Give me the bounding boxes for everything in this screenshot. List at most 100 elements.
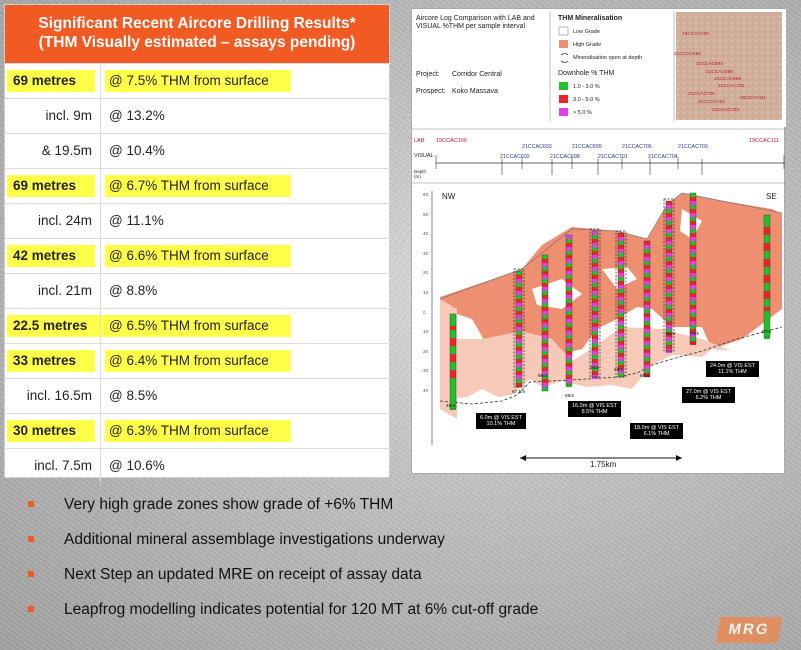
drillhole-segment [644, 245, 650, 249]
drillhole-segment [618, 313, 624, 317]
downhole-range-3: > 5.0 % [573, 110, 592, 116]
drillhole-segment [618, 345, 624, 349]
interval-value: 42 metres [13, 248, 77, 263]
callout-line-2: 6.2% THM [695, 395, 722, 401]
highlight-mark [105, 420, 291, 442]
interval-cell: & 19.5m [5, 134, 101, 168]
drillhole-segment [542, 351, 548, 355]
drillhole-segment [644, 329, 650, 333]
drillhole-segment [516, 363, 522, 367]
drillhole-segment [690, 325, 696, 329]
drillhole-segment [516, 311, 522, 315]
drillhole-segment [690, 229, 696, 233]
callout-line-2: 10.1% THM [486, 421, 516, 427]
drillhole-segment [516, 315, 522, 319]
drillhole-segment [618, 341, 624, 345]
callout-line-2: 11.1% THM [718, 369, 747, 375]
drillhole-segment [542, 267, 548, 271]
drillhole-segment [666, 337, 672, 341]
drillhole-segment [566, 315, 572, 319]
drillhole-segment [592, 287, 598, 291]
drillhole-segment [690, 305, 696, 309]
bullet-square-icon [28, 536, 34, 542]
hole-label-bottom: 21CCAC698 [550, 154, 580, 160]
drillhole-outline [763, 214, 771, 338]
interval-value: 30 metres [13, 423, 77, 438]
drillhole-segment [764, 243, 770, 247]
drillhole-segment [644, 361, 650, 365]
drillhole-segment [764, 287, 770, 291]
drillhole-segment [542, 299, 548, 303]
hole-depth-label: 67.5m [512, 390, 526, 395]
drillhole-segment [764, 275, 770, 279]
drillhole-segment [666, 233, 672, 237]
drillhole-segment [618, 317, 624, 321]
map-hole-label: 21CCAC692 [674, 52, 701, 57]
drillhole-segment [666, 305, 672, 309]
drillhole-segment [450, 334, 456, 338]
grade-value: @ 8.8% [109, 283, 158, 298]
lab-label: LAB [414, 138, 425, 144]
drillhole-segment [690, 297, 696, 301]
interval-cell: 42 metres [5, 239, 101, 273]
drillhole-segment [690, 269, 696, 273]
drillhole-segment [566, 311, 572, 315]
grade-value: @ 8.5% [109, 388, 158, 403]
drillhole-segment [542, 315, 548, 319]
drillhole-segment [542, 259, 548, 263]
table-row: 30 metres @ 6.3% THM from surface [5, 413, 391, 448]
drillhole-segment [592, 303, 598, 307]
table-row: & 19.5m @ 10.4% [5, 133, 391, 168]
drillhole-segment [666, 229, 672, 233]
drillhole-segment [690, 309, 696, 313]
drillhole-segment [618, 261, 624, 265]
drillhole-segment [450, 402, 456, 406]
drillhole-segment [566, 251, 572, 255]
grade-value: @ 10.6% [109, 458, 165, 473]
drillhole-segment [516, 375, 522, 379]
drillhole-segment [450, 314, 456, 318]
drillhole-segment [644, 257, 650, 261]
drillhole-segment [644, 369, 650, 373]
drillhole-segment [592, 283, 598, 287]
interval-value: incl. 7.5m [34, 458, 92, 473]
drillhole-segment [566, 295, 572, 299]
drillhole-segment [644, 249, 650, 253]
drillhole-segment [566, 363, 572, 367]
depth-tick: 30 [423, 368, 429, 374]
drillhole-segment [450, 362, 456, 366]
hole-label-bottom: 21CCAC701 [598, 154, 628, 160]
hole-label-top: 21CCAC703 [678, 144, 708, 150]
drillhole-segment [644, 309, 650, 313]
interval-value: incl. 24m [37, 213, 92, 228]
drillhole-segment [542, 347, 548, 351]
drillhole-segment [542, 311, 548, 315]
table-row: incl. 24m @ 11.1% [5, 203, 391, 238]
grade-value: @ 6.5% THM from surface [109, 318, 269, 333]
drillhole-segment [666, 269, 672, 273]
drillhole-segment [450, 406, 456, 410]
drillhole-segment [592, 235, 598, 239]
drillhole-segment [618, 365, 624, 369]
drillhole-segment [618, 305, 624, 309]
interval-value: incl. 21m [37, 283, 92, 298]
drillhole-segment [566, 351, 572, 355]
drillhole-segment [450, 338, 456, 342]
callout-line-1: 24.0m @ VIS EST [710, 363, 756, 369]
drillhole-segment [592, 271, 598, 275]
drillhole-segment [566, 347, 572, 351]
drillhole-outline [665, 200, 673, 352]
drillhole-segment [764, 291, 770, 295]
highlight-mark [105, 70, 291, 92]
grade-value: @ 6.6% THM from surface [109, 248, 269, 263]
drillhole-segment [516, 307, 522, 311]
map-hole-label: 21CCAC701 [718, 84, 745, 89]
prospect-value: Koko Massava [452, 88, 498, 95]
hole-depth-label: 66m [590, 366, 600, 371]
drillhole-segment [566, 291, 572, 295]
drillhole-segment [666, 281, 672, 285]
bullet-square-icon [28, 606, 34, 612]
drillhole-segment [592, 255, 598, 259]
drillhole-segment [566, 263, 572, 267]
depth-tick: 60 [423, 192, 429, 197]
